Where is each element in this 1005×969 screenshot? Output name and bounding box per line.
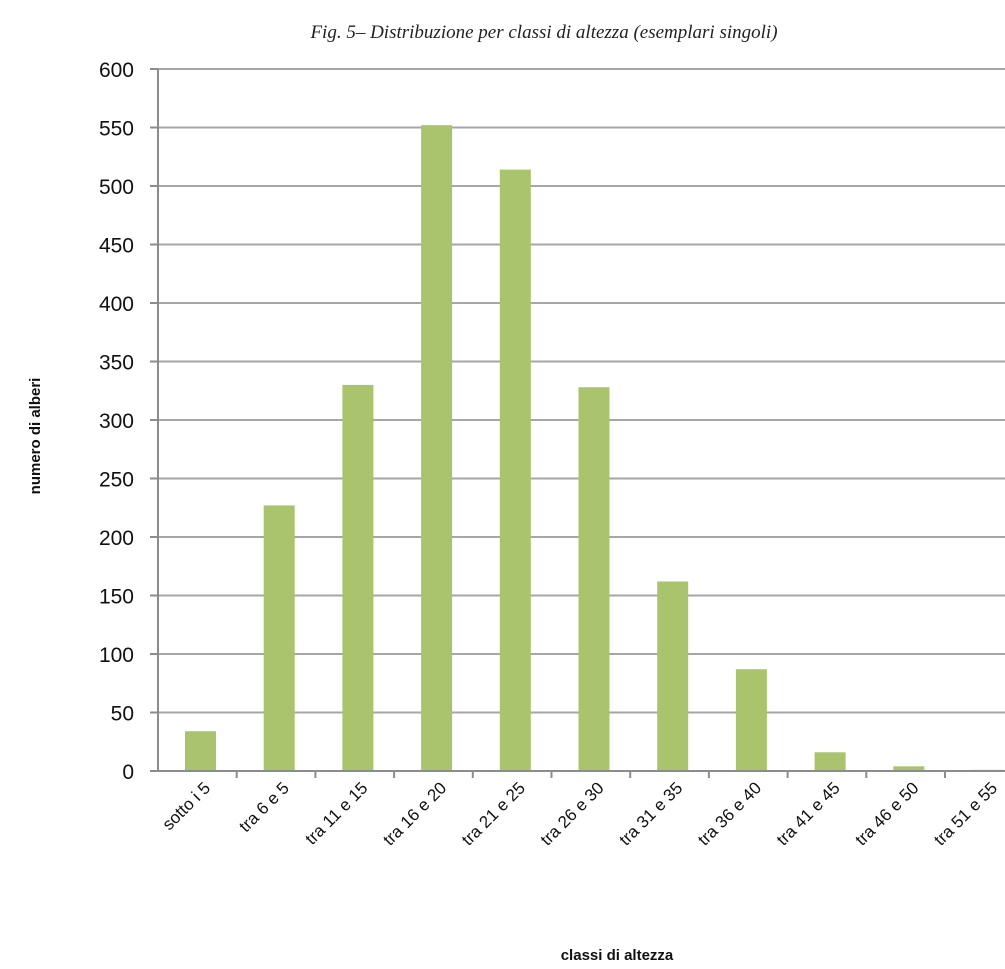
- y-tick-label: 600: [99, 59, 134, 82]
- y-axis-title: numero di alberi: [27, 378, 44, 495]
- y-tick-label: 50: [111, 703, 134, 726]
- bar: [499, 169, 531, 771]
- bar: [735, 669, 767, 771]
- y-tick-label: 550: [99, 118, 134, 141]
- bar: [893, 766, 925, 771]
- y-tick-label: 250: [99, 469, 134, 492]
- x-tick-labels: sotto i 5 tra 6 e 5 tra 11 e 15 tra 16 e 20…: [159, 778, 1002, 849]
- bar: [578, 387, 610, 771]
- y-tick-label: 150: [99, 586, 134, 609]
- y-tick-label: 0: [122, 761, 134, 784]
- bar: [814, 752, 846, 771]
- y-tick-label: 300: [99, 410, 134, 433]
- bars: [185, 125, 1003, 771]
- y-tick-label: 350: [99, 352, 134, 375]
- y-tick-label: 100: [99, 644, 134, 667]
- x-tick-label: tra 31 e 35: [615, 778, 686, 849]
- x-tick-label: tra 36 e 40: [694, 778, 765, 849]
- x-tick-label: tra 51 e 55: [930, 778, 1001, 849]
- bar: [342, 384, 374, 771]
- x-tick-label: tra 21 e 25: [458, 778, 529, 849]
- x-tick-label: tra 46 e 50: [852, 778, 923, 849]
- y-tick-label: 450: [99, 235, 134, 258]
- y-tick-label: 400: [99, 293, 134, 316]
- x-tick-label: sotto i 5: [159, 778, 215, 834]
- y-tick-label: 500: [99, 176, 134, 199]
- axes: [150, 68, 1005, 778]
- y-tick-labels: 0 50 100 150 200 250 300 350 400 450 500 550 600: [99, 59, 134, 784]
- bar: [263, 505, 295, 771]
- x-tick-label: tra 41 e 45: [773, 778, 844, 849]
- bar: [421, 125, 453, 771]
- x-tick-label: tra 11 e 15: [302, 778, 372, 848]
- x-tick-label: tra 26 e 30: [537, 778, 608, 849]
- bar: [657, 581, 689, 771]
- bar: [185, 731, 216, 771]
- x-tick-label: tra 16 e 20: [379, 778, 450, 849]
- y-tick-label: 200: [99, 527, 134, 550]
- x-tick-label: tra 6 e 5: [235, 778, 293, 836]
- x-axis-title: classi di altezza: [561, 947, 674, 964]
- chart-title: Fig. 5– Distribuzione per classi di alte…: [309, 22, 777, 43]
